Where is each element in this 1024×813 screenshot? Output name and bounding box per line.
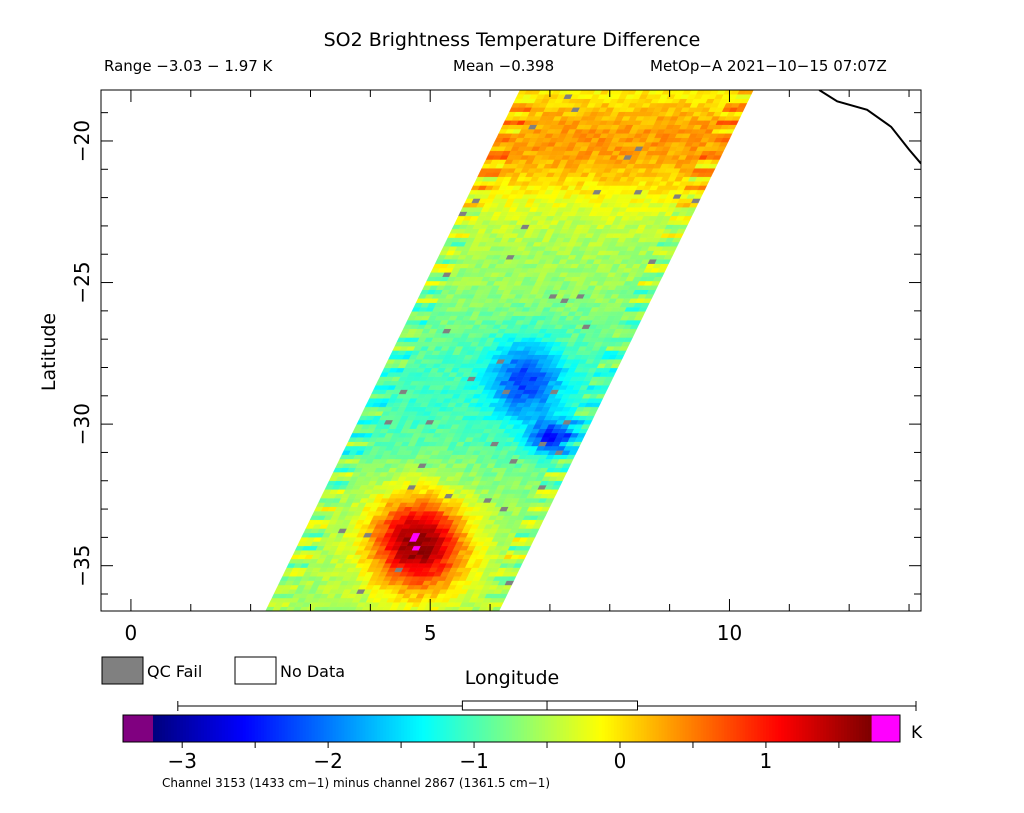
colorbar-unit: K <box>911 723 923 743</box>
x-tick-label: 10 <box>717 621 742 645</box>
no-data-label: No Data <box>280 662 345 681</box>
y-tick-label: −35 <box>70 545 94 587</box>
coastline <box>818 90 921 165</box>
qc-fail-label: QC Fail <box>147 662 202 681</box>
boxplot-box <box>461 700 639 711</box>
y-tick-label: −30 <box>70 403 94 445</box>
colorbar-tick-label: −2 <box>313 749 342 773</box>
x-tick-label: 0 <box>125 621 138 645</box>
x-axis-label: Longitude <box>465 667 560 689</box>
colorbar-tick-label: −3 <box>167 749 196 773</box>
no-data-swatch <box>234 656 277 685</box>
chart-title: SO2 Brightness Temperature Difference <box>324 29 701 51</box>
y-tick-label: −25 <box>70 261 94 303</box>
swath-data-layer <box>265 90 754 611</box>
y-axis-label: Latitude <box>38 313 60 391</box>
qc-fail-swatch <box>101 656 144 685</box>
distribution-boxplot <box>177 700 917 711</box>
channel-footnote: Channel 3153 (1433 cm−1) minus channel 2… <box>162 776 550 790</box>
colorbar <box>122 714 901 743</box>
range-label: Range −3.03 − 1.97 K <box>104 57 274 75</box>
colorbar-tick-label: 0 <box>614 749 627 773</box>
mean-label: Mean −0.398 <box>453 57 554 75</box>
colorbar-under-swatch <box>123 715 153 742</box>
colorbar-tick-label: −1 <box>459 749 488 773</box>
satellite-label: MetOp−A 2021−10−15 07:07Z <box>650 57 887 75</box>
colorbar-over-swatch <box>871 715 900 742</box>
colorbar-tick-label: 1 <box>760 749 773 773</box>
x-tick-label: 5 <box>424 621 437 645</box>
colorbar-ticks: −3 −2 −1 0 1 <box>167 742 840 773</box>
colorbar-step <box>868 715 872 742</box>
y-tick-label: −20 <box>70 120 94 162</box>
